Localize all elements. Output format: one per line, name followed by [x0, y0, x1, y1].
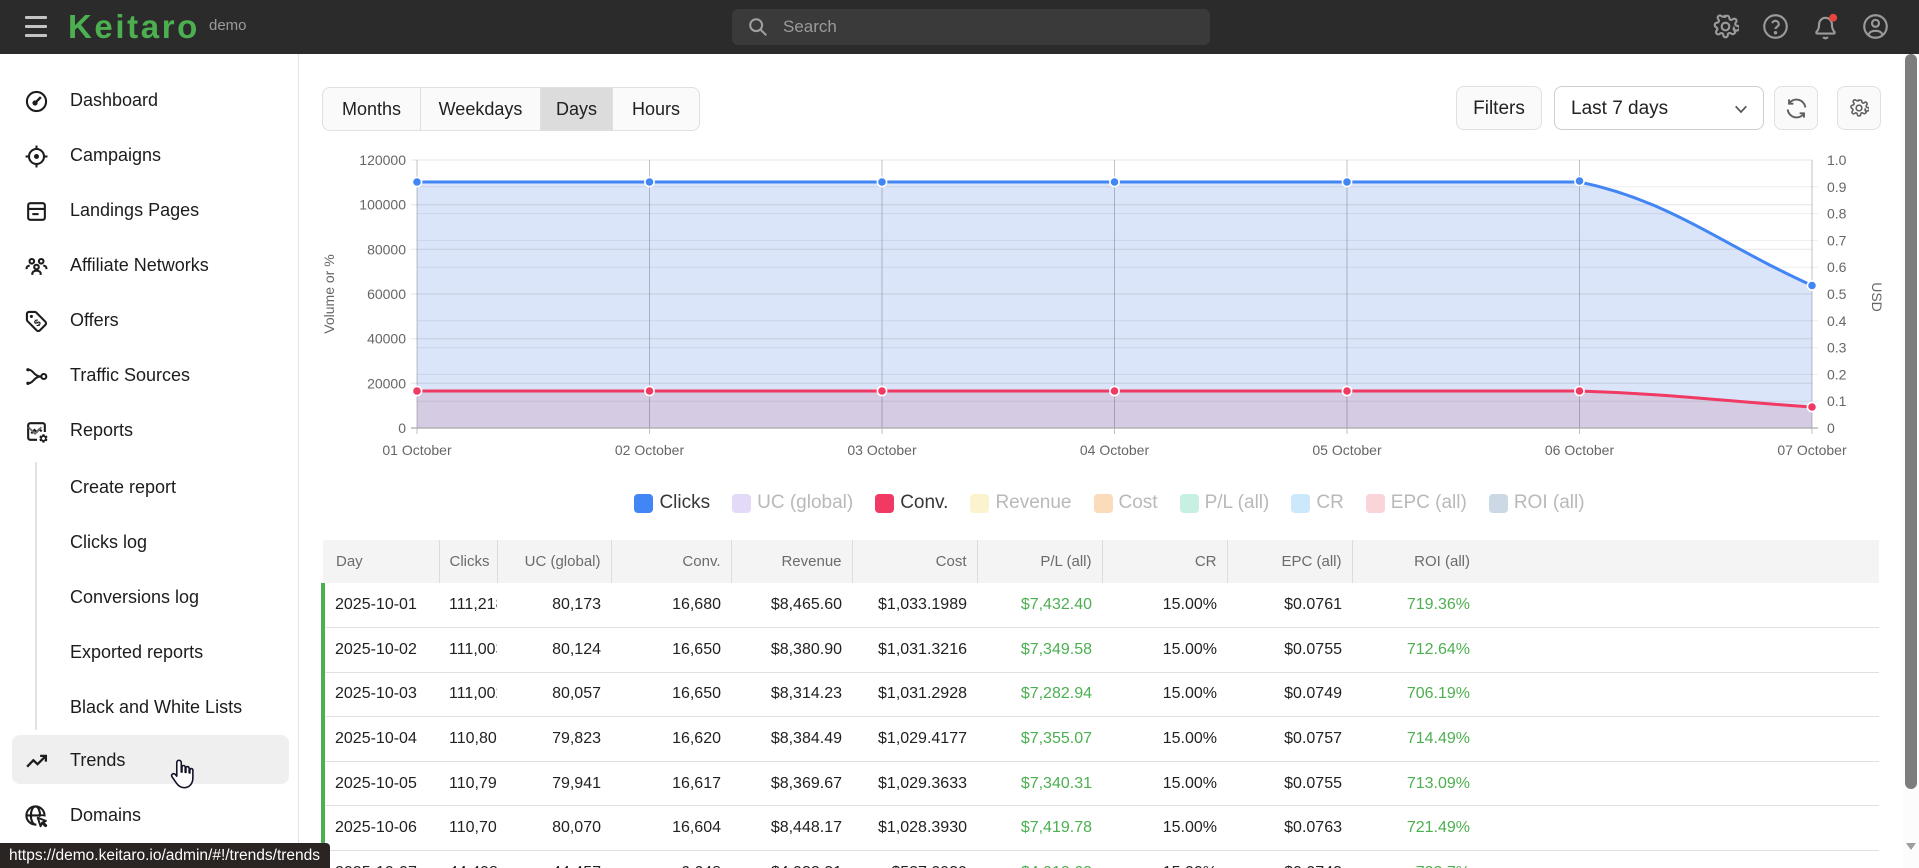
- svg-text:0.9: 0.9: [1827, 179, 1847, 195]
- svg-text:06 October: 06 October: [1545, 442, 1615, 458]
- svg-text:0.7: 0.7: [1827, 232, 1847, 248]
- svg-text:USD: USD: [1869, 282, 1885, 312]
- svg-text:100000: 100000: [359, 197, 406, 213]
- svg-text:02 October: 02 October: [615, 442, 685, 458]
- svg-text:0.6: 0.6: [1827, 259, 1847, 275]
- svg-text:0: 0: [398, 420, 406, 436]
- svg-text:20000: 20000: [367, 375, 406, 391]
- svg-text:120000: 120000: [359, 152, 406, 168]
- svg-text:$: $: [32, 317, 44, 329]
- svg-text:Volume or %: Volume or %: [321, 254, 337, 333]
- svg-text:01 October: 01 October: [382, 442, 452, 458]
- svg-text:0.5: 0.5: [1827, 286, 1847, 302]
- svg-text:60000: 60000: [367, 286, 406, 302]
- svg-text:0.1: 0.1: [1827, 393, 1847, 409]
- svg-text:07 October: 07 October: [1777, 442, 1847, 458]
- svg-text:40000: 40000: [367, 331, 406, 347]
- svg-text:0.2: 0.2: [1827, 366, 1847, 382]
- svg-text:04 October: 04 October: [1080, 442, 1150, 458]
- svg-text:80000: 80000: [367, 241, 406, 257]
- svg-text:05 October: 05 October: [1312, 442, 1382, 458]
- svg-text:0.3: 0.3: [1827, 340, 1847, 356]
- svg-text:0.8: 0.8: [1827, 206, 1847, 222]
- svg-text:1.0: 1.0: [1827, 152, 1847, 168]
- svg-text:0: 0: [1827, 420, 1835, 436]
- svg-text:03 October: 03 October: [847, 442, 917, 458]
- svg-text:0.4: 0.4: [1827, 313, 1847, 329]
